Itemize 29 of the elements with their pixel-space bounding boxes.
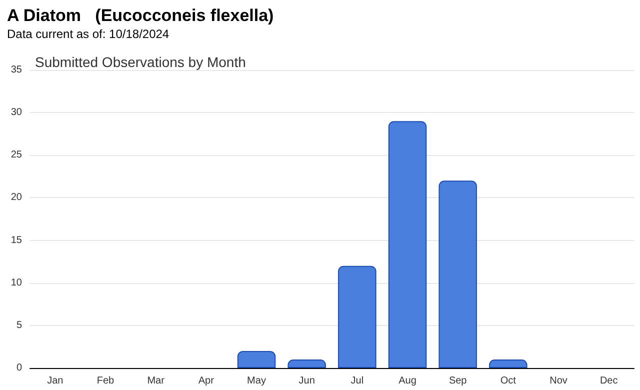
y-tick-label: 35 [10, 64, 22, 76]
bar [438, 180, 477, 368]
x-tick-label: Jan [47, 376, 64, 386]
y-tick-label: 5 [16, 320, 22, 331]
x-tick-label: Oct [500, 376, 516, 386]
x-tick-label: Feb [96, 376, 115, 386]
x-tick-label: Sep [448, 376, 468, 386]
bar [489, 359, 528, 368]
y-tick-label: 15 [10, 234, 22, 246]
bar [237, 350, 276, 368]
y-tick-label: 30 [10, 107, 22, 118]
x-tick-label: Apr [198, 376, 215, 386]
chart-title: A Diatom (Eucocconeis flexella) [7, 6, 274, 25]
x-tick-label: Mar [147, 376, 166, 386]
x-tick-label: Aug [398, 376, 416, 386]
y-tick-label: 20 [10, 192, 22, 204]
bar [338, 266, 376, 368]
x-tick-label: Jul [350, 376, 364, 386]
text: Submitted Observations by Month [35, 54, 246, 70]
bar [288, 359, 326, 368]
y-tick-label: 10 [10, 277, 22, 288]
x-tick-label: May [247, 376, 266, 386]
x-tick-label: Nov [550, 376, 568, 386]
x-tick-label: Jun [298, 376, 315, 386]
x-tick-label: Dec [600, 376, 618, 386]
bar [388, 121, 427, 368]
y-tick-label: 0 [16, 362, 22, 374]
chart-subtitle: Data current as of: 10/18/2024 [7, 27, 170, 41]
y-tick-label: 25 [10, 150, 22, 161]
